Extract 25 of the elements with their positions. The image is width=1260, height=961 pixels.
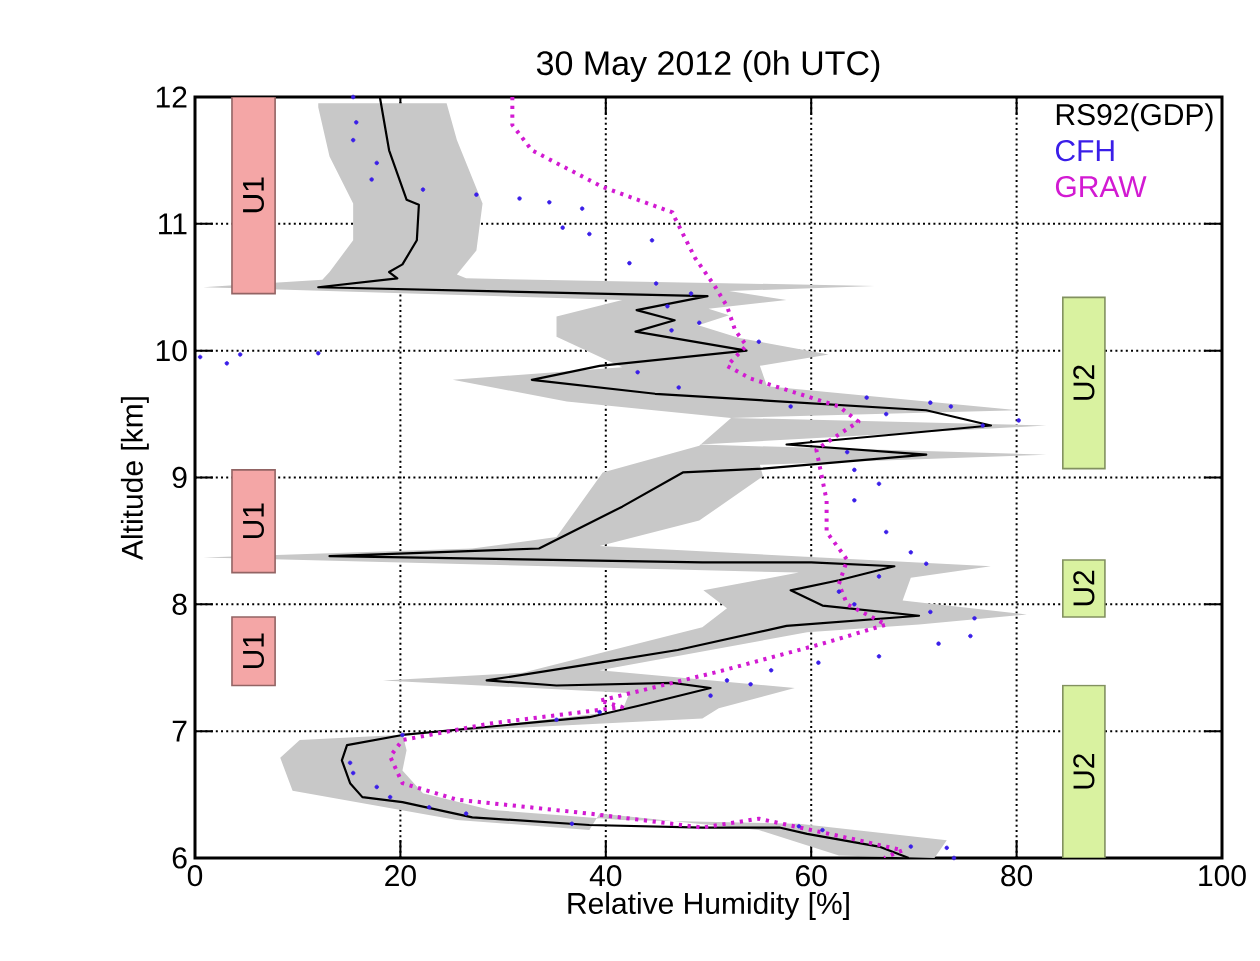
y-axis-title: Altitude [km] (120, 397, 149, 560)
band-label: U2 (1073, 570, 1095, 606)
y-tick-label: 12 (156, 86, 187, 108)
y-tick-label: 8 (172, 593, 187, 615)
y-tick-label: 10 (156, 340, 187, 362)
band-label: U2 (1073, 754, 1095, 789)
y-tick-label: 7 (172, 720, 187, 742)
band-label: U1 (243, 503, 264, 539)
y-tick-label: 11 (159, 213, 187, 235)
text: CFH (1055, 139, 1114, 162)
x-tick-label: 40 (589, 865, 622, 887)
band-label: U1 (243, 633, 264, 669)
x-tick-label: 0 (187, 865, 203, 887)
x-tick-label: 100 (1199, 865, 1246, 887)
y-tick-label: 6 (172, 847, 187, 869)
x-tick-label: 60 (796, 865, 827, 887)
band-label: U2 (1073, 365, 1095, 400)
chart-title: 30 May 2012 (0h UTC) (536, 50, 880, 82)
legend-label: RS92(GDP) (1056, 103, 1213, 132)
y-tick-label: 9 (172, 466, 187, 489)
x-tick-label: 20 (385, 865, 416, 887)
x-tick-label: 80 (1001, 865, 1033, 887)
x-axis-title: Relative Humidity [%] (568, 892, 849, 920)
text: GRAW (1055, 175, 1147, 198)
band-label: U1 (243, 177, 264, 213)
